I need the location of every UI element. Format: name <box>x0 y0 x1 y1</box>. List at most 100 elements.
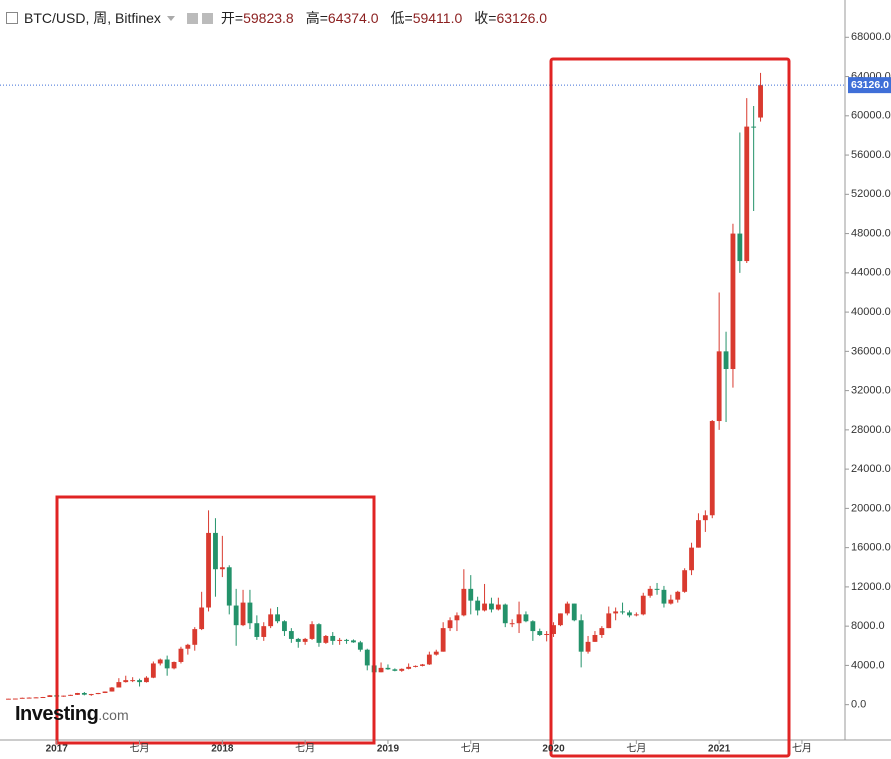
candle-body <box>716 351 722 422</box>
candle-body <box>737 233 743 262</box>
y-tick-label: 60000.0 <box>851 110 891 122</box>
candle-body <box>247 602 253 624</box>
x-tick-label: 七月 <box>461 743 481 755</box>
brand-logo: Investing.com <box>15 703 129 726</box>
y-tick-label: 32000.0 <box>851 385 891 397</box>
settings-icon[interactable] <box>201 12 213 24</box>
candle-body <box>613 611 619 614</box>
y-tick-label: 8000.0 <box>851 620 885 632</box>
candle-body <box>68 694 73 696</box>
candle-body <box>337 639 343 641</box>
candle-body <box>233 605 239 626</box>
candle-body <box>544 634 550 636</box>
ohlc-value: 63126.0 <box>496 10 548 26</box>
candle-body <box>364 649 370 666</box>
candle-body <box>288 631 294 639</box>
candle-body <box>592 634 598 642</box>
candle-body <box>157 659 163 664</box>
candle-body <box>240 602 246 626</box>
candle-body <box>578 620 584 652</box>
highlight-box <box>549 57 791 758</box>
candle-body <box>95 692 101 695</box>
candle-body <box>633 614 639 616</box>
candle-body <box>723 351 729 370</box>
candle-body <box>19 697 25 699</box>
candle-body <box>530 621 536 632</box>
ohlc-label: 低= <box>390 10 413 26</box>
candle-body <box>123 680 129 683</box>
ohlc-label: 开= <box>220 10 244 26</box>
x-tick-label: 七月 <box>792 743 812 755</box>
y-tick-label: 48000.0 <box>851 227 891 239</box>
dropdown[interactable] <box>166 15 175 21</box>
candle-body <box>461 588 467 616</box>
candle-body <box>523 614 529 622</box>
plot <box>0 72 845 700</box>
candle-body <box>709 421 715 516</box>
candle-body <box>219 567 225 570</box>
candle-body <box>620 611 625 613</box>
candle-body <box>254 623 260 637</box>
y-tick-label: 16000.0 <box>851 542 891 554</box>
last-price-box <box>848 77 891 94</box>
candle-body <box>33 697 39 699</box>
candle-body <box>61 695 67 697</box>
last-price-label: 63126.0 <box>851 79 889 91</box>
x-tick-label: 2018 <box>211 744 234 755</box>
candle-body <box>758 85 763 118</box>
candle-body <box>178 648 184 662</box>
x-tick-label: 七月 <box>626 743 646 755</box>
y-tick-label: 4000.0 <box>851 659 885 671</box>
y-tick-label: 52000.0 <box>851 188 891 200</box>
candle-body <box>47 695 53 698</box>
candle-body <box>144 677 149 683</box>
candle-body <box>12 698 18 700</box>
ohlc-value: 59823.8 <box>243 10 294 26</box>
candle-body <box>537 631 543 635</box>
candle-body <box>109 687 115 692</box>
y-tick-label: 28000.0 <box>851 424 891 436</box>
candle-body <box>130 680 136 682</box>
candle-body <box>275 614 280 622</box>
candle-body <box>171 661 177 669</box>
candle-body <box>137 680 142 683</box>
candle-body <box>440 628 446 652</box>
candle-body <box>433 651 439 655</box>
candle-body <box>185 644 191 649</box>
y-tick-label: 24000.0 <box>851 463 891 475</box>
y-tick-label: 20000.0 <box>851 502 891 514</box>
candle-body <box>571 603 577 621</box>
candle-body <box>509 623 515 625</box>
y-tick-label: 0.0 <box>851 699 866 711</box>
ohlc-label: 收= <box>474 10 497 26</box>
candle-body <box>558 613 563 626</box>
y-tick-label: 36000.0 <box>851 345 891 357</box>
x-tick-label: 七月 <box>130 743 150 755</box>
candle-body <box>702 515 708 521</box>
candle-body <box>426 654 432 665</box>
candle-body <box>585 641 591 652</box>
candle-body <box>495 604 501 610</box>
candle-body <box>102 691 108 693</box>
candle-body <box>502 604 508 624</box>
candle-body <box>730 233 736 370</box>
candle-body <box>647 588 653 596</box>
candle-body <box>475 600 481 611</box>
candle-body <box>344 639 349 641</box>
candle-body <box>661 589 667 604</box>
x-tick-label: 2021 <box>708 744 731 755</box>
candle-body <box>302 638 308 642</box>
symbol-title: BTC/USD, 周, Bitfinex <box>24 10 161 26</box>
candle-body <box>551 625 556 635</box>
candle-body <box>599 628 605 635</box>
candle-body <box>378 667 384 673</box>
candle-body <box>468 588 474 601</box>
candle-body <box>640 595 646 615</box>
settings-icon[interactable] <box>186 12 198 24</box>
candle-body <box>696 520 701 548</box>
candle-body <box>261 626 267 637</box>
collapse-icon[interactable] <box>6 12 18 24</box>
header: BTC/USD, 周, Bitfinex 开=59823.8 高=64374.0 低… <box>6 8 559 28</box>
candle-body <box>689 547 694 571</box>
